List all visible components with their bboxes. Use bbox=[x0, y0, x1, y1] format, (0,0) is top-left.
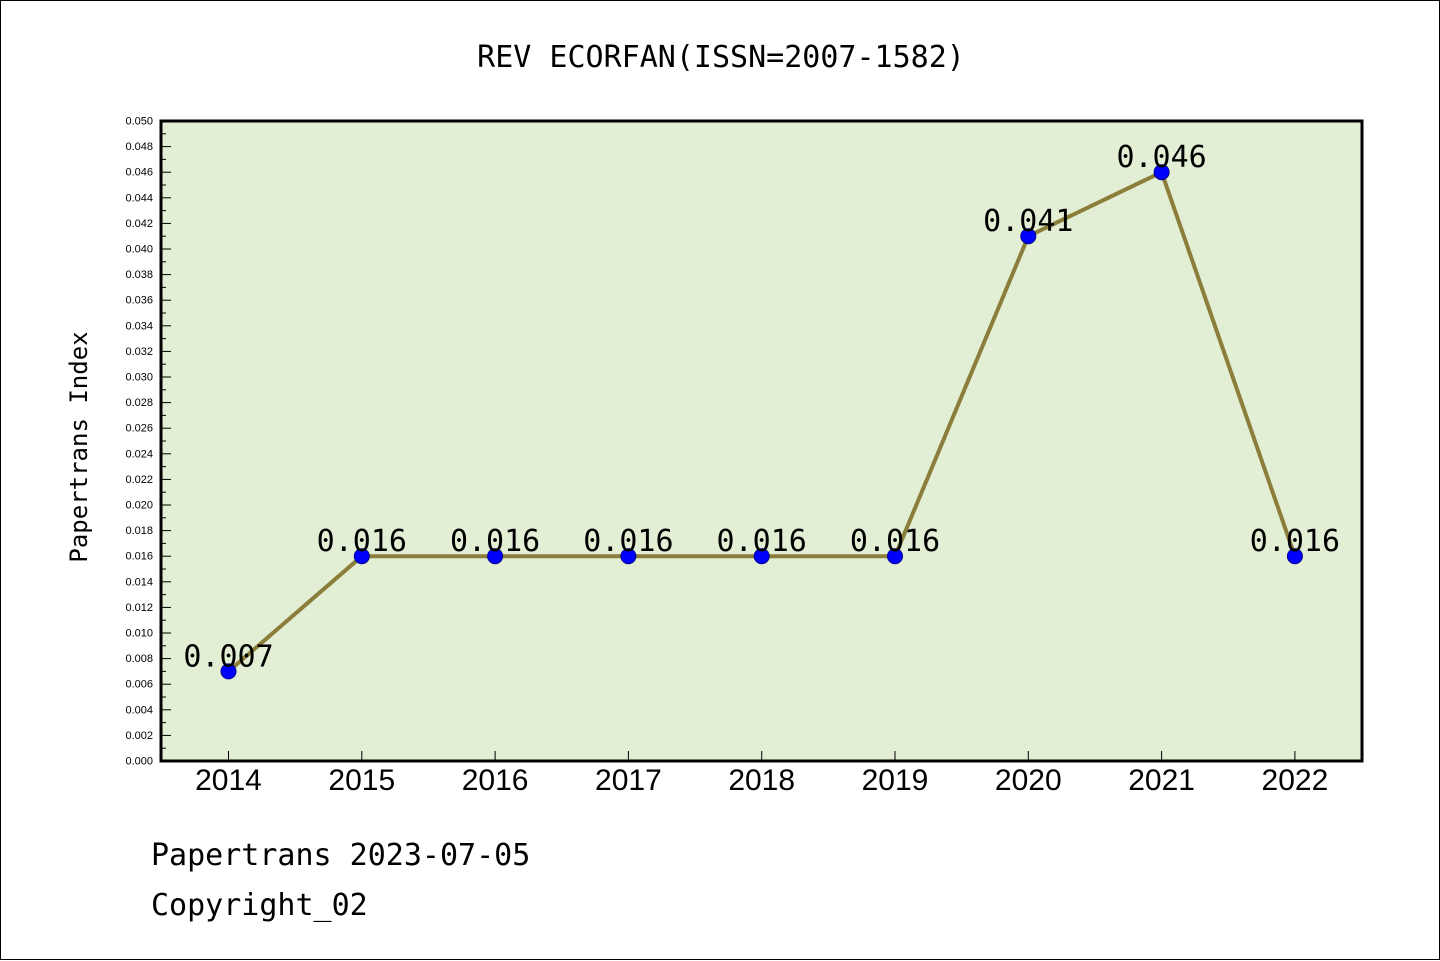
y-tick-label: 0.022 bbox=[125, 474, 153, 486]
x-axis: 2014 2015 2016 2017 2018 2019 2020 2021 2022 bbox=[195, 751, 1328, 797]
plot-area bbox=[159, 119, 1364, 763]
data-point bbox=[1286, 548, 1303, 565]
x-tick-label: 2021 bbox=[1128, 764, 1195, 797]
data-label: 0.016 bbox=[1250, 524, 1340, 559]
data-point bbox=[753, 548, 770, 565]
x-tick-label: 2015 bbox=[328, 764, 395, 797]
data-point bbox=[1153, 164, 1170, 181]
y-tick-label: 0.032 bbox=[125, 346, 153, 358]
y-tick-label: 0.002 bbox=[125, 730, 153, 742]
y-tick-label: 0.016 bbox=[125, 551, 153, 563]
x-tick-label: 2016 bbox=[462, 764, 529, 797]
x-tick-label: 2014 bbox=[195, 764, 262, 797]
data-label: 0.041 bbox=[983, 204, 1073, 239]
y-tick-label: 0.006 bbox=[125, 679, 153, 691]
x-tick-label: 2018 bbox=[728, 764, 795, 797]
y-tick-label: 0.020 bbox=[125, 500, 153, 512]
x-tick-label: 2017 bbox=[595, 764, 662, 797]
y-tick-label: 0.024 bbox=[125, 448, 153, 460]
y-tick-label: 0.050 bbox=[125, 116, 153, 128]
y-tick-label: 0.008 bbox=[125, 653, 153, 665]
series-line bbox=[220, 164, 1303, 680]
data-label: 0.016 bbox=[850, 524, 940, 559]
y-tick-label: 0.000 bbox=[125, 756, 153, 768]
y-tick-label: 0.018 bbox=[125, 525, 153, 537]
x-tick-label: 2022 bbox=[1262, 764, 1329, 797]
data-label: 0.016 bbox=[317, 524, 407, 559]
data-point bbox=[353, 548, 370, 565]
data-point bbox=[1020, 228, 1037, 245]
x-tick-label: 2020 bbox=[995, 764, 1062, 797]
data-label: 0.016 bbox=[450, 524, 540, 559]
y-tick-label: 0.030 bbox=[125, 372, 153, 384]
y-axis-label: Papertrans Index bbox=[65, 331, 93, 562]
data-point bbox=[487, 548, 504, 565]
data-point bbox=[887, 548, 903, 565]
y-tick-label: 0.046 bbox=[125, 167, 153, 179]
data-label: 0.007 bbox=[183, 639, 273, 674]
footer-date: Papertrans 2023-07-05 bbox=[151, 838, 530, 873]
data-point bbox=[620, 548, 637, 565]
y-tick-label: 0.014 bbox=[125, 576, 153, 588]
y-tick-label: 0.034 bbox=[125, 320, 153, 332]
y-tick-label: 0.026 bbox=[125, 423, 153, 435]
y-tick-label: 0.042 bbox=[125, 218, 153, 230]
y-tick-label: 0.048 bbox=[125, 141, 153, 153]
footer-copyright: Copyright_02 bbox=[151, 888, 368, 923]
y-tick-label: 0.038 bbox=[125, 269, 153, 281]
y-tick-label: 0.044 bbox=[125, 192, 153, 204]
data-point bbox=[220, 663, 237, 680]
chart-title: REV ECORFAN(ISSN=2007-1582) bbox=[477, 40, 965, 75]
x-tick-label: 2019 bbox=[862, 764, 929, 797]
y-tick-label: 0.040 bbox=[125, 244, 153, 256]
data-labels: 0.007 0.016 0.016 0.016 0.016 0.016 0.041 0.046… bbox=[183, 140, 1340, 674]
y-axis: 0.000 0.002 0.004 0.006 0.008 0.010 0.012 0.014… bbox=[125, 116, 171, 768]
y-tick-label: 0.010 bbox=[125, 628, 153, 640]
data-label: 0.016 bbox=[583, 524, 673, 559]
data-label: 0.016 bbox=[717, 524, 807, 559]
y-tick-label: 0.012 bbox=[125, 602, 153, 614]
y-tick-label: 0.004 bbox=[125, 704, 153, 716]
y-tick-label: 0.028 bbox=[125, 397, 153, 409]
y-tick-label: 0.036 bbox=[125, 295, 153, 307]
data-label: 0.046 bbox=[1116, 140, 1206, 175]
